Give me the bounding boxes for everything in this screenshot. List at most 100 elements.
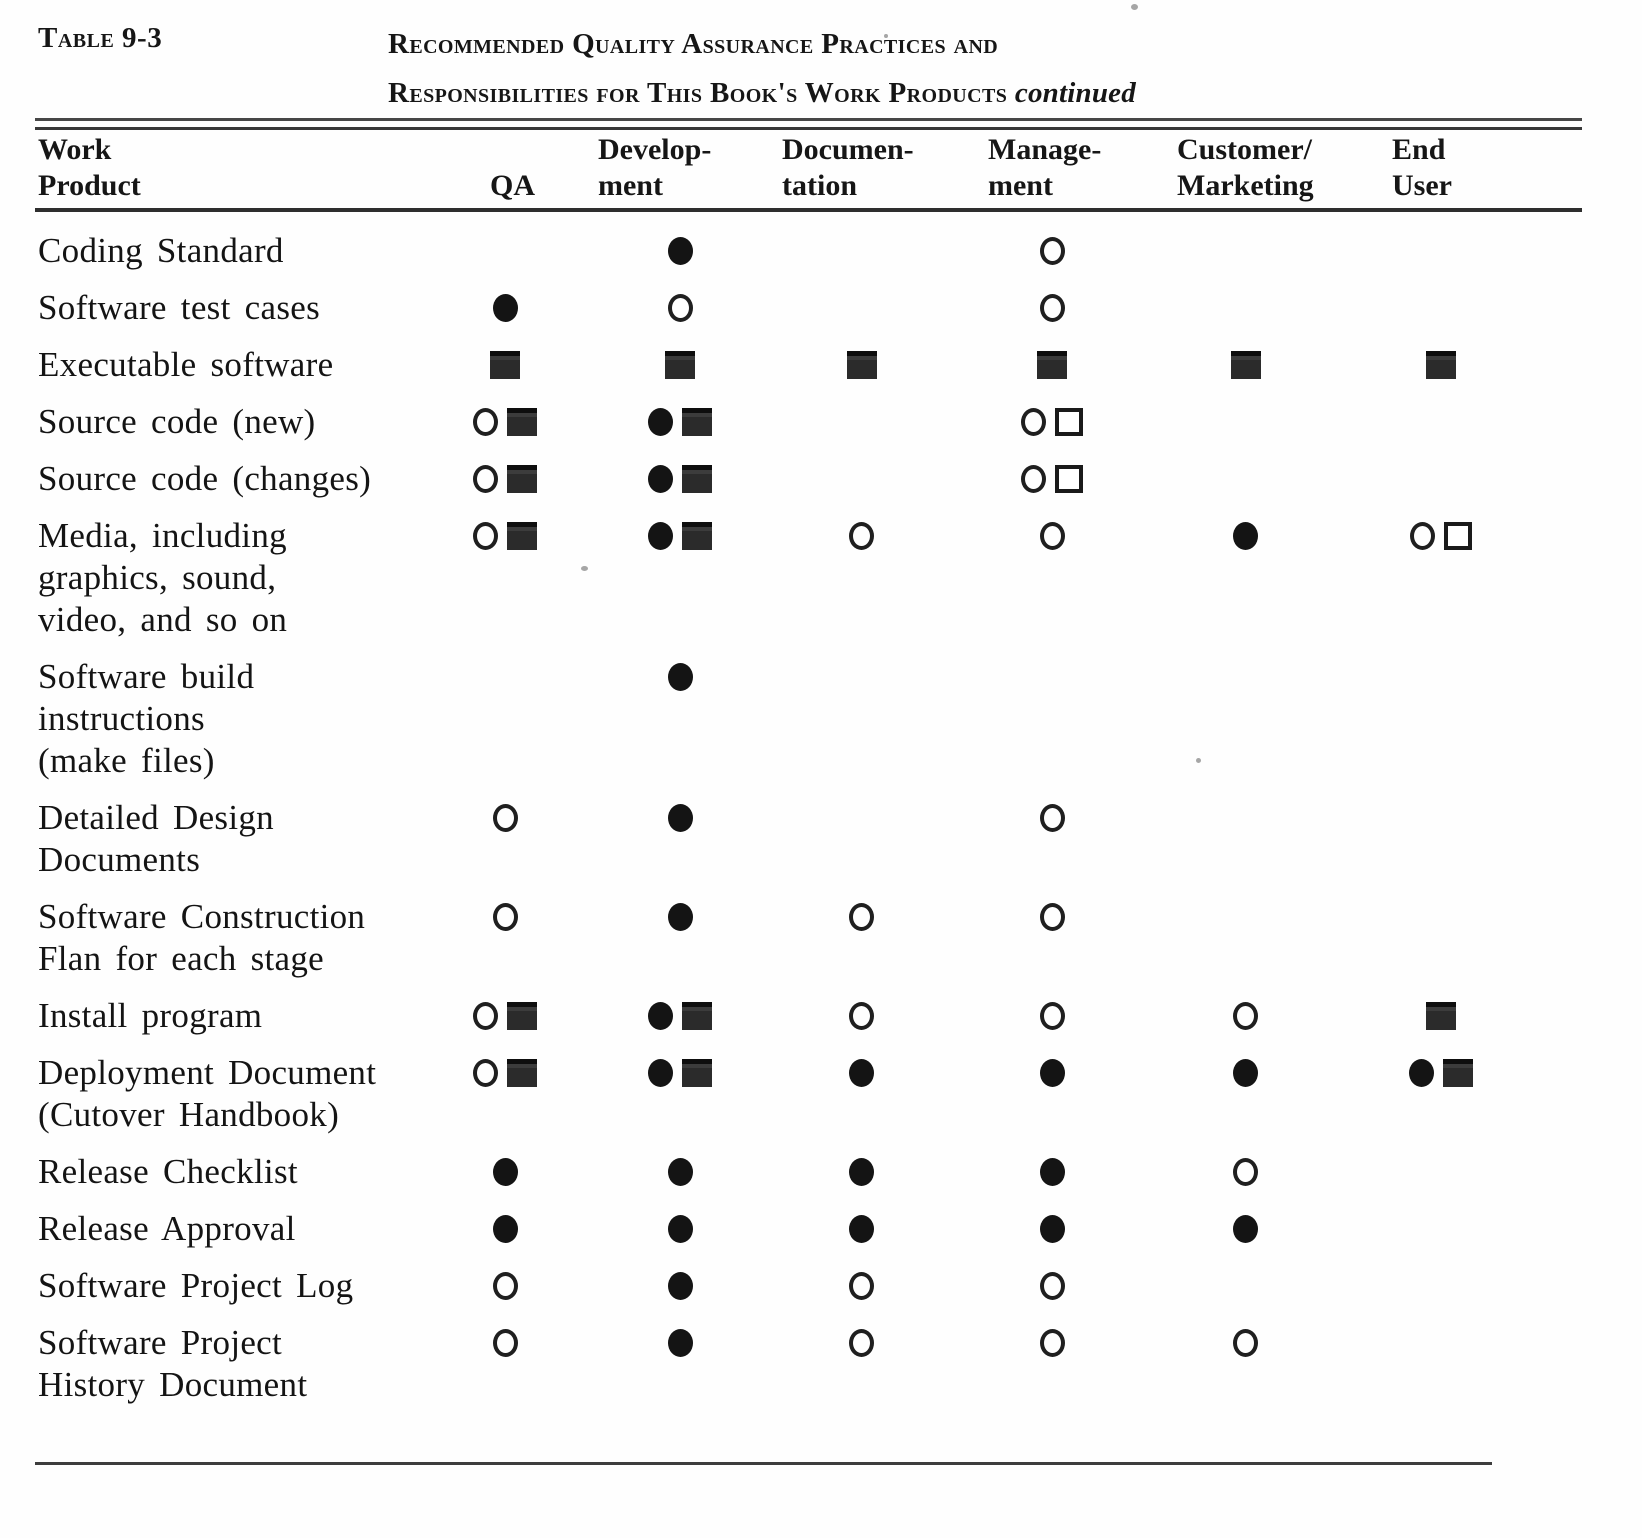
filled-circle-symbol	[1039, 1059, 1065, 1087]
filled-circle-symbol	[849, 1215, 874, 1243]
symbol-cell	[1151, 344, 1340, 386]
symbol-cell	[590, 401, 770, 443]
work-product-line: Software build	[38, 657, 255, 696]
filled-circle-symbol	[667, 804, 693, 832]
table-title-continued: continued	[1014, 77, 1136, 109]
table-body: Coding Standard Software test cases Execut…	[35, 230, 1582, 1421]
filled-circle-symbol	[1409, 1059, 1434, 1087]
column-header-documentation: Documen- tation	[770, 132, 953, 204]
work-product-line: Release Approval	[38, 1209, 296, 1248]
symbol-cell	[1151, 230, 1340, 272]
symbol-cell	[770, 797, 953, 839]
symbol-cell	[953, 1052, 1151, 1094]
open-circle-symbol	[473, 1002, 498, 1030]
filled-circle-symbol	[1233, 522, 1258, 550]
open-circle-symbol	[1039, 1329, 1065, 1357]
table-row: Release Approval	[35, 1208, 1582, 1250]
symbol-cell	[1340, 1208, 1582, 1250]
open-circle-symbol	[1039, 903, 1065, 931]
column-header-qa: QA	[420, 168, 590, 204]
open-circle-symbol	[1233, 1329, 1258, 1357]
filled-square-symbol	[507, 1059, 537, 1087]
symbol-cell	[590, 797, 770, 839]
table-row: Install program	[35, 995, 1582, 1037]
symbol-cell	[1340, 287, 1582, 329]
open-square-symbol	[1055, 408, 1083, 436]
filled-circle-symbol	[1039, 1158, 1065, 1186]
symbol-cell	[1151, 515, 1340, 557]
filled-circle-symbol	[648, 1059, 673, 1087]
work-product-line: Coding Standard	[38, 231, 284, 270]
filled-square-symbol	[507, 522, 537, 550]
open-square-symbol	[1055, 465, 1083, 493]
column-header-work-product: Work Product	[35, 132, 420, 204]
bottom-rule	[35, 1462, 1492, 1465]
scan-speck	[1196, 758, 1201, 763]
symbol-cell	[1340, 1265, 1582, 1307]
table-title-line2-text: Responsibilities for This Book's Work Pr…	[388, 77, 1008, 109]
work-product-line: History Document	[38, 1365, 308, 1404]
filled-circle-symbol	[1233, 1059, 1258, 1087]
header-line: User	[1392, 169, 1452, 202]
open-circle-symbol	[473, 1059, 498, 1087]
filled-circle-symbol	[667, 903, 693, 931]
open-circle-symbol	[473, 408, 498, 436]
top-double-rule-upper	[35, 118, 1582, 121]
symbol-cell	[1151, 458, 1340, 500]
symbol-cell	[770, 896, 953, 938]
symbol-cell	[590, 1265, 770, 1307]
symbol-cell	[953, 230, 1151, 272]
symbol-cell	[953, 1208, 1151, 1250]
work-product-line: Release Checklist	[38, 1152, 298, 1191]
table-row: Software build instructions (make files)	[35, 656, 1582, 782]
open-circle-symbol	[849, 1272, 874, 1300]
symbol-cell	[420, 401, 590, 443]
open-circle-symbol	[492, 1272, 518, 1300]
open-circle-symbol	[667, 294, 693, 322]
open-circle-symbol	[849, 1002, 874, 1030]
filled-circle-symbol	[667, 1329, 693, 1357]
work-product-cell: Media, including graphics, sound, video, a…	[35, 515, 420, 641]
header-line: End	[1392, 133, 1446, 166]
filled-circle-symbol	[648, 408, 673, 436]
symbol-cell	[770, 287, 953, 329]
scan-speck	[884, 34, 888, 38]
open-circle-symbol	[849, 1329, 874, 1357]
table-row: Source code (changes)	[35, 458, 1582, 500]
filled-circle-symbol	[1039, 1215, 1065, 1243]
symbol-cell	[1151, 797, 1340, 839]
symbol-cell	[1340, 230, 1582, 272]
table-row: Media, including graphics, sound, video, a…	[35, 515, 1582, 641]
work-product-line: Install program	[38, 996, 263, 1035]
symbol-cell	[590, 995, 770, 1037]
filled-square-symbol	[665, 351, 695, 379]
table-title-line2: Responsibilities for This Book's Work Pr…	[388, 69, 1388, 118]
work-product-line: Documents	[38, 840, 201, 879]
symbol-cell	[770, 1322, 953, 1364]
open-square-symbol	[1444, 522, 1472, 550]
symbol-cell	[1340, 797, 1582, 839]
symbol-cell	[1151, 995, 1340, 1037]
symbol-cell	[1151, 1052, 1340, 1094]
work-product-line: Flan for each stage	[38, 939, 325, 978]
symbol-cell	[770, 1052, 953, 1094]
open-circle-symbol	[1233, 1002, 1258, 1030]
filled-circle-symbol	[849, 1059, 874, 1087]
symbol-cell	[953, 458, 1151, 500]
work-product-line: (Cutover Handbook)	[38, 1095, 340, 1134]
work-product-cell: Coding Standard	[35, 230, 420, 272]
top-double-rule-lower	[35, 127, 1582, 130]
filled-square-symbol	[682, 465, 712, 493]
open-circle-symbol	[1410, 522, 1435, 550]
symbol-cell	[770, 344, 953, 386]
open-circle-symbol	[492, 804, 518, 832]
header-line: Develop-	[598, 133, 712, 166]
filled-circle-symbol	[667, 1215, 693, 1243]
symbol-cell	[1151, 656, 1340, 698]
symbol-cell	[420, 896, 590, 938]
symbol-cell	[590, 1322, 770, 1364]
open-circle-symbol	[1039, 522, 1065, 550]
symbol-cell	[420, 344, 590, 386]
work-product-line: Media, including	[38, 516, 287, 555]
